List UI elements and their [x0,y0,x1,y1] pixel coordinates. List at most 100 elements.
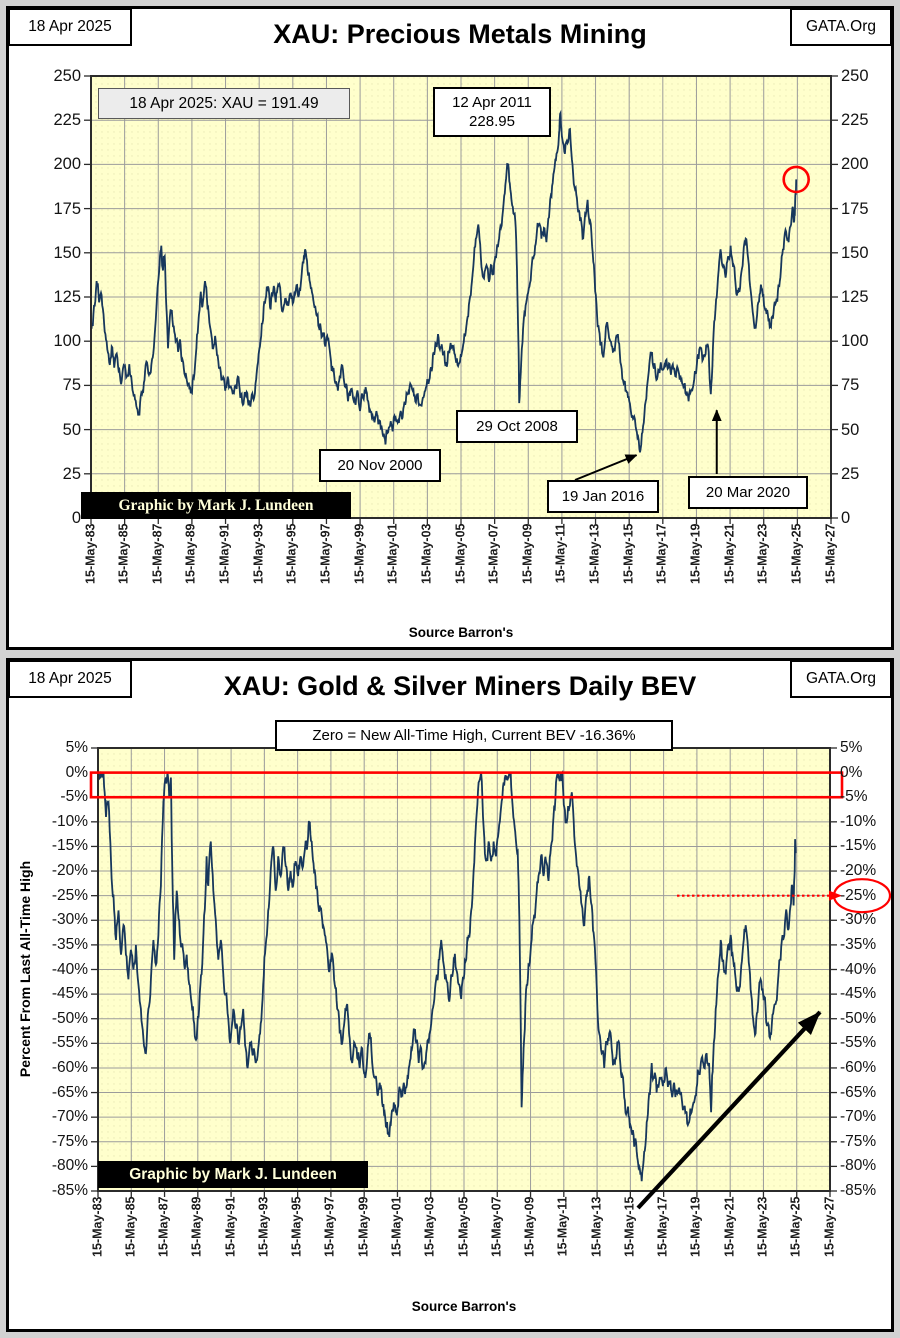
x-tick-label: 15-May-93 [251,523,266,584]
y-tick-label-left: 200 [53,155,81,174]
y-tick-label-right: 250 [841,67,869,85]
y-tick-label-right: -40% [840,960,877,978]
x-tick-label: 15-May-87 [150,523,165,584]
x-tick-label: 15-May-17 [654,523,669,584]
x-tick-label: 15-May-01 [389,1196,404,1257]
y-tick-label-left: 100 [53,332,81,351]
source-label: Source Barron's [408,625,514,640]
annotation-oct-2008: 29 Oct 2008 [456,410,578,443]
y-tick-label-left: -25% [51,886,88,904]
y-tick-label-left: 5% [65,739,88,756]
y-tick-label-right: -55% [840,1034,877,1052]
y-tick-label-right: 150 [841,243,869,262]
x-tick-label: 15-May-25 [788,1196,803,1257]
y-tick-label-left: -45% [51,985,88,1003]
y-tick-label-right: -60% [840,1058,877,1076]
x-tick-label: 15-May-03 [422,1196,437,1257]
y-tick-label-right: -25% [840,886,877,904]
gata-org-label: GATA.Org [805,670,877,687]
y-tick-label-left: -10% [51,812,88,830]
credit-box: Graphic by Mark J. Lundeen [98,1161,368,1188]
y-tick-label-right: 5% [840,739,863,756]
y-tick-label-left: -70% [51,1108,88,1126]
x-tick-label: 15-May-09 [522,1196,537,1257]
x-tick-label: 15-May-85 [116,523,131,584]
annotation-nov-2000: 20 Nov 2000 [319,449,441,482]
y-tick-label-left: -55% [51,1034,88,1052]
x-tick-label: 15-May-15 [622,1196,637,1257]
xau-bev-chart-canvas [89,747,891,1210]
y-tick-label-left: -50% [51,1009,88,1027]
x-tick-label: 15-May-21 [722,1196,737,1257]
y-tick-label-left: 75 [62,376,81,395]
y-tick-label-right: 200 [841,155,869,174]
x-tick-label: 15-May-83 [90,1196,104,1257]
y-tick-label-left: 0% [65,763,88,781]
x-tick-label: 15-May-27 [823,523,837,584]
annotation-mar-2020: 20 Mar 2020 [688,476,808,509]
y-tick-label-left: -60% [51,1058,88,1076]
y-tick-label-right: 50 [841,420,860,439]
y-tick-label-right: -15% [840,837,877,855]
y-tick-label-left: -20% [51,862,88,880]
date-box: 18 Apr 2025 [8,660,132,698]
x-tick-label: 15-May-19 [688,1196,703,1257]
y-tick-label-left: 175 [53,199,81,218]
x-tick-label: 15-May-21 [722,523,737,584]
y-tick-label-right: -75% [840,1132,877,1150]
x-tick-label: 15-May-05 [456,1196,470,1257]
x-tick-label: 15-May-03 [419,523,434,584]
x-tick-label: 15-May-13 [587,523,602,584]
x-tick-label: 15-May-25 [789,523,804,584]
y-tick-label-left: 150 [53,243,81,262]
y-tick-label-left: 125 [53,288,81,306]
y-tick-label-right: 100 [841,332,869,351]
x-tick-label: 15-May-27 [822,1196,836,1257]
y-tick-label-right: -85% [840,1182,877,1199]
y-tick-label-left: 225 [53,111,81,130]
y-tick-label-right: 0 [841,509,851,527]
annotation-current-value: 18 Apr 2025: XAU = 191.49 [98,88,350,119]
y-tick-label-left: 0 [71,509,81,527]
arrow-to-jan-2016-low [574,454,638,481]
y-tick-label-left: 50 [62,420,81,439]
x-tick-label: 15-May-19 [688,523,703,584]
y-tick-label-right: 125 [841,288,869,306]
x-tick-label: 15-May-11 [555,1196,570,1256]
y-tick-label-left: -5% [60,788,88,806]
y-tick-label-left: -75% [51,1132,88,1150]
y-tick-label-left: -35% [51,935,88,953]
gata-org-box: GATA.Org [790,8,892,46]
y-tick-label-right: -30% [840,911,877,929]
y-tick-label-right: -10% [840,812,877,830]
y-tick-label-right: -70% [840,1108,877,1126]
annotation-2011-peak-value: 228.95 [469,113,515,130]
x-tick-label: 15-May-09 [520,523,535,584]
x-tick-label: 15-May-01 [385,523,400,584]
chart-title: XAU: Gold & Silver Miners Daily BEV [223,671,697,701]
x-tick-label: 15-May-99 [352,523,367,584]
x-tick-label: 15-May-93 [256,1196,271,1257]
y-tick-label-left: -30% [51,911,88,929]
y-tick-label-left: -15% [51,837,88,855]
source-label: Source Barron's [411,1299,517,1314]
x-tick-label: 15-May-05 [453,523,467,584]
date-box: 18 Apr 2025 [8,8,132,46]
x-tick-label: 15-May-99 [356,1196,371,1257]
y-tick-label-left: -65% [51,1083,88,1101]
y-tick-label-right: 25 [841,464,860,483]
gata-org-box: GATA.Org [790,660,892,698]
y-tick-label-right: -50% [840,1009,877,1027]
x-tick-label: 15-May-97 [322,1196,337,1257]
y-tick-label-left: -80% [51,1157,88,1175]
y-tick-label-right: 225 [841,111,869,130]
x-tick-label: 15-May-89 [189,1196,204,1257]
annotation-jan-2016: 19 Jan 2016 [547,480,659,513]
y-tick-label-right: 0% [840,763,863,781]
x-tick-label: 15-May-07 [489,1196,504,1257]
x-tick-label: 15-May-85 [123,1196,138,1257]
x-tick-label: 15-May-23 [755,1196,770,1257]
x-tick-label: 15-May-91 [217,523,232,584]
x-tick-label: 15-May-11 [553,523,568,583]
